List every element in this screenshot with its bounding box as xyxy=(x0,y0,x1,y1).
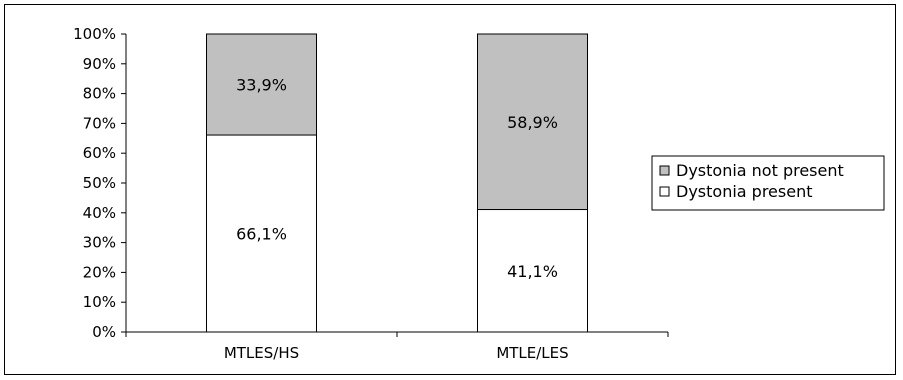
y-tick-label: 0% xyxy=(92,323,116,341)
data-label: 58,9% xyxy=(507,113,558,132)
legend-swatch xyxy=(659,186,670,197)
y-tick-label: 60% xyxy=(83,144,116,162)
bars xyxy=(206,33,588,333)
y-tick-label: 20% xyxy=(83,263,116,281)
y-tick-label: 80% xyxy=(83,85,116,103)
legend-swatch xyxy=(659,165,670,176)
data-label: 66,1% xyxy=(236,225,287,244)
y-tick-label: 100% xyxy=(73,25,116,43)
bar-segment xyxy=(477,209,588,333)
legend-label: Dystonia not present xyxy=(676,161,844,180)
bar-segment xyxy=(477,33,588,211)
y-tick-label: 90% xyxy=(83,55,116,73)
x-category-label: MTLES/HS xyxy=(224,344,299,362)
y-tick-label: 10% xyxy=(83,293,116,311)
data-label: 33,9% xyxy=(236,76,287,95)
axes: 0% 10% 20% 30% 40% 50% 60% 70% 80% 90% 100% MTLES/H… xyxy=(73,25,669,362)
x-category-label: MTLE/LES xyxy=(496,344,568,362)
y-tick-label: 70% xyxy=(83,114,116,132)
y-tick-label: 50% xyxy=(83,174,116,192)
bar-segment xyxy=(206,33,317,136)
y-tick-label: 30% xyxy=(83,234,116,252)
bar-segment xyxy=(206,134,317,333)
y-tick-label: 40% xyxy=(83,204,116,222)
legend: Dystonia not present Dystonia present xyxy=(651,155,885,211)
data-labels: 66,1% 33,9% 41,1% 58,9% xyxy=(236,76,558,281)
data-label: 41,1% xyxy=(507,262,558,281)
legend-box xyxy=(651,155,885,211)
legend-label: Dystonia present xyxy=(676,182,812,201)
